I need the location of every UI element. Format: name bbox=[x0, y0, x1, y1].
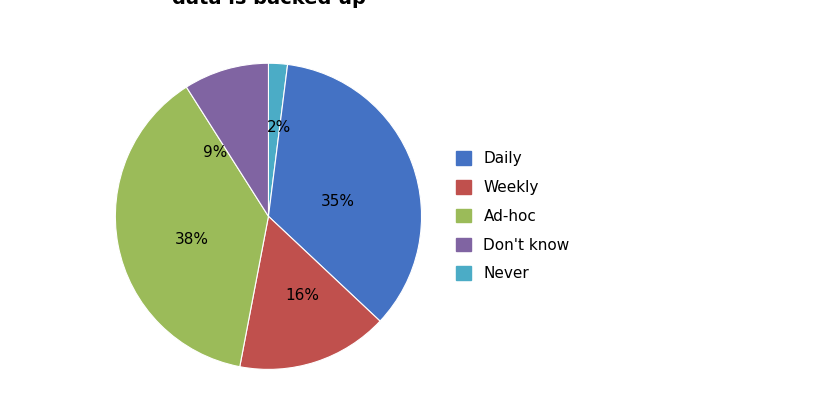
Title: Percentage of researchers by frequency with which
data is backed up: Percentage of researchers by frequency w… bbox=[0, 0, 553, 8]
Legend: Daily, Weekly, Ad-hoc, Don't know, Never: Daily, Weekly, Ad-hoc, Don't know, Never bbox=[449, 144, 577, 289]
Text: 2%: 2% bbox=[267, 120, 292, 135]
Wedge shape bbox=[187, 63, 268, 216]
Text: 35%: 35% bbox=[320, 193, 354, 208]
Wedge shape bbox=[268, 64, 421, 321]
Text: 38%: 38% bbox=[175, 232, 209, 247]
Wedge shape bbox=[116, 87, 268, 366]
Wedge shape bbox=[240, 216, 380, 369]
Text: 16%: 16% bbox=[285, 288, 319, 303]
Text: 9%: 9% bbox=[202, 144, 227, 159]
Wedge shape bbox=[268, 63, 287, 216]
